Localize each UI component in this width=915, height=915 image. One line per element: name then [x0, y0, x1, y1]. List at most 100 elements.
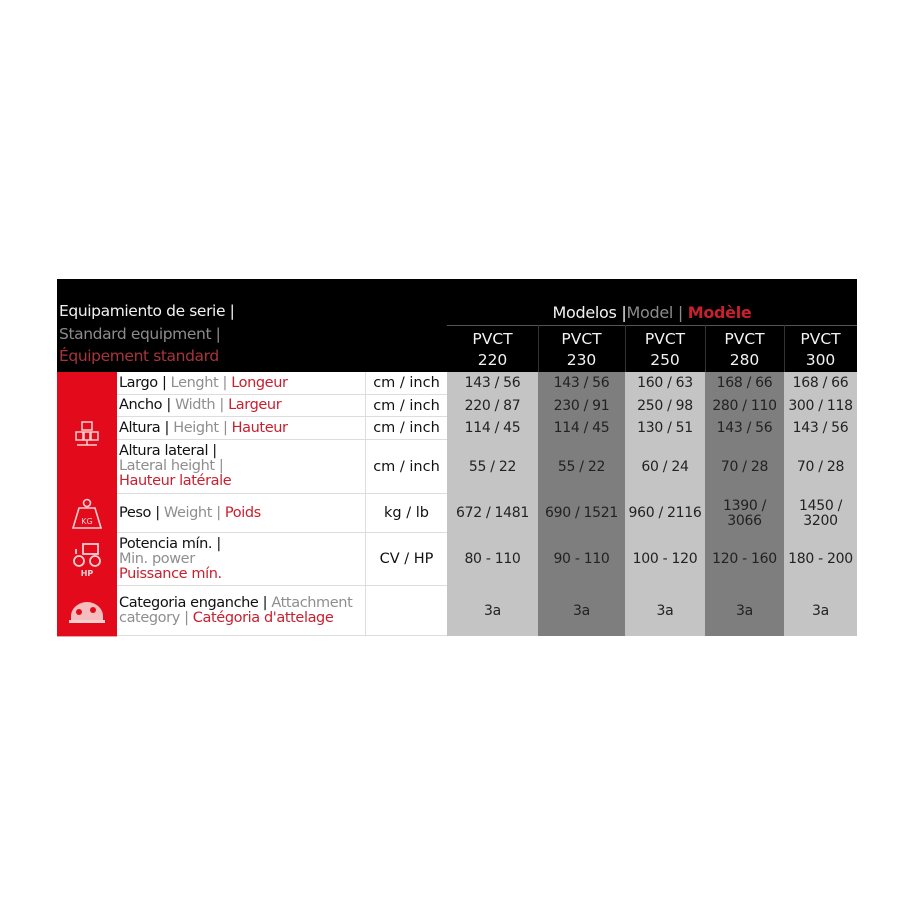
- value-cell: 300 / 118: [784, 395, 857, 417]
- label-en: Lenght: [170, 374, 219, 391]
- value-cell: 143 / 56: [447, 372, 538, 395]
- row-label: Categoria enganche | Attachment category…: [117, 586, 365, 636]
- model-number: 250: [650, 351, 680, 369]
- model-number: 280: [729, 351, 760, 369]
- model-number: 230: [566, 351, 597, 369]
- model-name: PVCT: [800, 330, 841, 348]
- equipment-title-es: Equipamiento de serie |: [59, 302, 235, 320]
- row-label: Largo | Lenght | Longeur: [117, 372, 365, 395]
- value-cell: 3a: [447, 586, 538, 636]
- value-cell: 690 / 1521: [538, 494, 625, 533]
- value-cell: 80 - 110: [447, 533, 538, 586]
- model-name: PVCT: [472, 330, 513, 348]
- label-fr: Hauteur latérale: [119, 473, 232, 489]
- value-cell: 3a: [538, 586, 625, 636]
- divider: [705, 325, 706, 372]
- value-cell: 70 / 28: [705, 440, 784, 494]
- value-cell: 3a: [705, 586, 784, 636]
- value-cell: 100 - 120: [625, 533, 705, 586]
- model-number: 300: [805, 351, 836, 369]
- row-label: Potencia mín. | Min. power Puissance mín.: [117, 533, 365, 586]
- model-header-1: PVCT 230: [538, 329, 625, 371]
- value-cell: 55 / 22: [538, 440, 625, 494]
- value-cell: 3a: [625, 586, 705, 636]
- model-name: PVCT: [561, 330, 602, 348]
- model-name: PVCT: [724, 330, 765, 348]
- table-header: Equipamiento de serie | Standard equipme…: [57, 279, 857, 372]
- label-fr: Largeur: [228, 397, 282, 413]
- value-cell: 672 / 1481: [447, 494, 538, 533]
- value-cell: 143 / 56: [784, 417, 857, 440]
- value-cell: 160 / 63: [625, 372, 705, 395]
- divider: [625, 325, 626, 372]
- model-header-3: PVCT 280: [705, 329, 784, 371]
- label-es: Altura: [119, 419, 161, 436]
- value-cell: 143 / 56: [705, 417, 784, 440]
- value-cell: 168 / 66: [705, 372, 784, 395]
- model-header-2: PVCT 250: [625, 329, 705, 371]
- row-label: Ancho | Width | Largeur: [117, 395, 365, 417]
- divider: [784, 325, 785, 372]
- label-es: Altura lateral |: [119, 443, 217, 459]
- hitch-icon: [57, 586, 117, 637]
- value-cell: 960 / 2116: [625, 494, 705, 533]
- models-heading: Modelos |Model | Modèle: [552, 303, 752, 322]
- value-cell: 55 / 22: [447, 440, 538, 494]
- value-cell: 168 / 66: [784, 372, 857, 395]
- spec-table: Equipamiento de serie | Standard equipme…: [57, 279, 857, 637]
- equipment-title-fr: Équipement standard: [59, 347, 219, 365]
- label-es: Potencia mín. |: [119, 535, 221, 552]
- label-en: Attachment category |: [119, 594, 353, 626]
- tractor-hp-icon: HP: [57, 533, 117, 587]
- value-cell: 114 / 45: [447, 417, 538, 440]
- row-label: Altura | Height | Hauteur: [117, 417, 365, 440]
- model-number: 220: [477, 351, 508, 369]
- model-header-0: PVCT 220: [447, 329, 538, 371]
- value-cell: 143 / 56: [538, 372, 625, 395]
- label-es: Largo: [119, 374, 158, 391]
- label-en: Min. power: [119, 550, 195, 567]
- value-cell: 60 / 24: [625, 440, 705, 494]
- divider: [447, 325, 857, 326]
- value-cell: 1390 / 3066: [705, 494, 784, 533]
- row-unit: cm / inch: [365, 395, 447, 417]
- row-unit: kg / lb: [365, 494, 447, 533]
- svg-text:HP: HP: [81, 569, 94, 578]
- row-unit: [365, 586, 447, 636]
- value-cell: 70 / 28: [784, 440, 857, 494]
- value-cell: 180 - 200: [784, 533, 857, 586]
- svg-text:KG: KG: [81, 517, 92, 526]
- value-cell: 114 / 45: [538, 417, 625, 440]
- value-cell: 230 / 91: [538, 395, 625, 417]
- value-cell: 3a: [784, 586, 857, 636]
- label-es: Peso: [119, 504, 151, 521]
- label-fr: Longeur: [231, 374, 288, 391]
- model-header-4: PVCT 300: [784, 329, 857, 371]
- label-en: Height: [173, 419, 219, 436]
- value-cell: 120 - 160: [705, 533, 784, 586]
- value-cell: 130 / 51: [625, 417, 705, 440]
- label-fr: Puissance mín.: [119, 565, 222, 582]
- label-en: Width: [175, 397, 216, 413]
- label-en: Weight: [163, 504, 213, 521]
- label-es: Categoria enganche |: [119, 594, 268, 611]
- row-unit: cm / inch: [365, 417, 447, 440]
- label-en: Lateral height |: [119, 458, 224, 474]
- label-fr: Hauteur: [231, 419, 288, 436]
- value-cell: 220 / 87: [447, 395, 538, 417]
- label-fr: Poids: [224, 504, 261, 521]
- row-unit: CV / HP: [365, 533, 447, 586]
- row-label: Peso | Weight | Poids: [117, 494, 365, 533]
- equipment-title-en: Standard equipment |: [59, 325, 221, 343]
- row-label: Altura lateral | Lateral height | Hauteur …: [117, 440, 365, 494]
- value-cell: 280 / 110: [705, 395, 784, 417]
- label-fr: Catégoria d'attelage: [192, 609, 334, 626]
- label-es: Ancho: [119, 397, 163, 413]
- weight-kg-icon: KG: [57, 494, 117, 534]
- row-unit: cm / inch: [365, 372, 447, 395]
- value-cell: 1450 / 3200: [784, 494, 857, 533]
- value-cell: 250 / 98: [625, 395, 705, 417]
- model-name: PVCT: [644, 330, 686, 348]
- dimensions-icon: [57, 372, 117, 495]
- divider: [538, 325, 539, 372]
